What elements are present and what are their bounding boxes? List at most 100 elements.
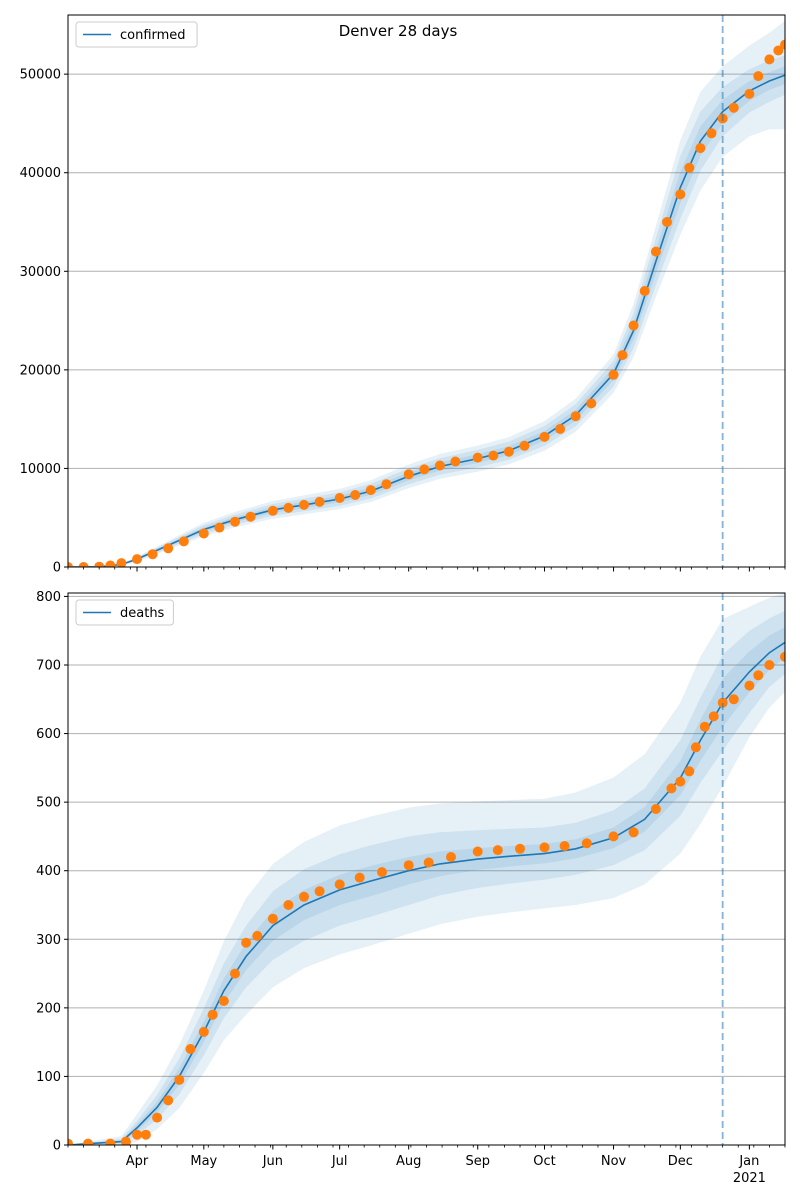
observed-point — [334, 879, 345, 890]
legend-box — [75, 599, 174, 626]
observed-point — [780, 39, 785, 50]
observed-point — [650, 804, 661, 814]
observed-point — [728, 694, 739, 705]
x-tick-label: Jun — [262, 1154, 283, 1169]
observed-point — [764, 54, 775, 65]
observed-point — [744, 680, 755, 691]
observed-point — [377, 867, 387, 878]
observed-point — [267, 505, 278, 516]
observed-point — [78, 562, 89, 567]
observed-point — [403, 860, 414, 871]
observed-point — [706, 128, 717, 139]
observed-point — [450, 456, 461, 467]
observed-point — [690, 742, 701, 753]
observed-point — [708, 711, 719, 722]
y-tick-label: 30000 — [20, 265, 61, 280]
observed-point — [519, 440, 530, 451]
observed-point — [94, 561, 105, 567]
observed-point — [147, 549, 158, 560]
x-tick-label: Jul — [331, 1154, 348, 1169]
y-tick-label: 800 — [36, 590, 61, 605]
observed-point — [744, 88, 755, 99]
observed-point — [650, 246, 661, 257]
observed-point — [230, 968, 240, 979]
x-tick-label: Nov — [601, 1154, 627, 1169]
observed-point — [555, 424, 566, 434]
observed-point — [628, 320, 639, 331]
y-tick-label: 20000 — [20, 363, 61, 378]
x-tick-sublabel: 2021 — [733, 1171, 766, 1186]
observed-point — [163, 1095, 174, 1106]
x-tick-label: Apr — [126, 1154, 149, 1169]
observed-point — [178, 536, 189, 547]
y-tick-label: 40000 — [20, 166, 61, 181]
observed-point — [163, 543, 174, 554]
observed-point — [350, 490, 361, 500]
x-tick-label: Dec — [668, 1154, 693, 1169]
observed-point — [617, 350, 628, 361]
y-tick-label: 10000 — [20, 462, 61, 477]
observed-point — [434, 460, 445, 471]
observed-point — [675, 776, 686, 787]
observed-point — [381, 479, 392, 490]
observed-point — [283, 502, 294, 513]
observed-point — [699, 721, 710, 732]
confidence-band-middle — [68, 610, 785, 1145]
y-tick-label: 0 — [53, 561, 61, 576]
observed-point — [198, 1026, 209, 1037]
observed-point — [241, 937, 252, 948]
observed-point — [68, 562, 73, 567]
observed-point — [105, 1138, 116, 1145]
observed-point — [695, 143, 706, 154]
y-tick-label: 600 — [36, 727, 61, 742]
observed-point — [132, 554, 142, 565]
legend: confirmed — [75, 21, 198, 48]
observed-point — [488, 450, 499, 461]
observed-point — [684, 766, 695, 777]
observed-point — [230, 516, 240, 527]
observed-point — [185, 1044, 196, 1054]
observed-point — [446, 852, 456, 862]
observed-point — [132, 1129, 142, 1140]
observed-point — [299, 891, 309, 902]
confirmed-panel: 0 10000 20000 30000 40000 50000 confirmed — [20, 14, 786, 576]
observed-point — [140, 1129, 151, 1140]
observed-point — [283, 900, 294, 910]
observed-point — [68, 1138, 73, 1145]
figure-title: Denver 28 days — [339, 22, 458, 40]
observed-point — [174, 1074, 185, 1085]
observed-point — [105, 560, 116, 567]
observed-point — [773, 45, 784, 56]
x-tick-label: Jan — [738, 1154, 759, 1169]
x-tick-label: May — [190, 1154, 217, 1169]
legend: deaths — [75, 599, 174, 626]
x-tick-label: Oct — [533, 1154, 555, 1169]
observed-point — [245, 511, 256, 522]
observed-point — [116, 558, 127, 567]
observed-point — [472, 846, 483, 857]
observed-point — [515, 843, 525, 854]
observed-point — [152, 1112, 163, 1123]
observed-point — [423, 857, 434, 868]
axes-frame — [67, 14, 786, 568]
observed-point — [753, 71, 764, 82]
observed-point — [403, 469, 414, 480]
observed-point — [334, 493, 345, 503]
observed-point — [628, 827, 639, 838]
observed-point — [764, 660, 775, 670]
observed-point — [539, 842, 550, 853]
y-tick-label: 500 — [36, 796, 61, 811]
observed-point — [728, 102, 739, 113]
legend-box — [75, 21, 198, 48]
observed-point — [83, 1138, 93, 1145]
observed-point — [492, 845, 503, 856]
observed-point — [252, 930, 263, 941]
legend-label: confirmed — [120, 28, 186, 43]
observed-point — [214, 522, 225, 533]
observed-point — [539, 431, 550, 442]
observed-point — [365, 485, 376, 496]
y-tick-label: 200 — [36, 1001, 61, 1016]
x-tick-label: Aug — [396, 1154, 421, 1169]
y-tick-label: 100 — [36, 1070, 61, 1085]
